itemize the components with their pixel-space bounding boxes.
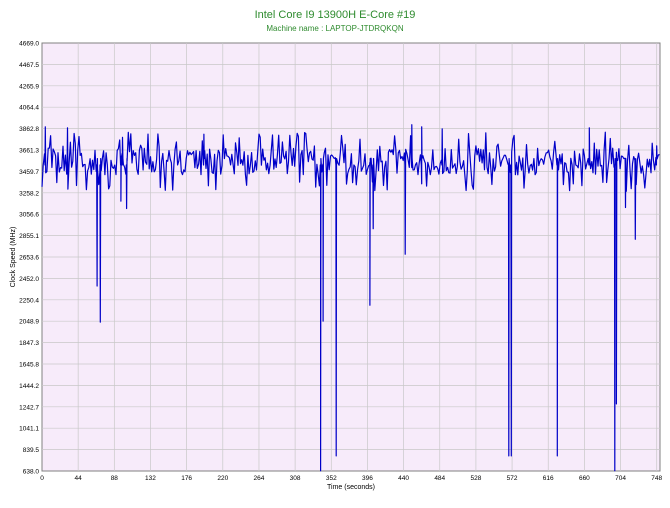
x-tick-label: 616 bbox=[543, 475, 554, 482]
y-tick-label: 4064.4 bbox=[19, 105, 39, 112]
y-tick-label: 1444.2 bbox=[19, 383, 39, 390]
y-axis-label: Clock Speed (MHz) bbox=[10, 227, 17, 288]
y-tick-label: 2855.1 bbox=[19, 233, 39, 240]
y-tick-label: 2250.4 bbox=[19, 297, 39, 304]
y-tick-label: 3862.8 bbox=[19, 126, 39, 133]
y-tick-label: 2048.9 bbox=[19, 319, 39, 326]
y-tick-label: 2653.6 bbox=[19, 254, 39, 261]
y-tick-label: 4669.0 bbox=[19, 41, 39, 48]
y-tick-label: 3661.3 bbox=[19, 147, 39, 154]
y-tick-label: 3056.6 bbox=[19, 212, 39, 219]
x-tick-label: 0 bbox=[40, 475, 44, 482]
y-tick-label: 4467.5 bbox=[19, 62, 39, 69]
y-tick-label: 1242.7 bbox=[19, 404, 39, 411]
chart-title: Intel Core I9 13900H E-Core #19 bbox=[255, 9, 416, 21]
x-tick-label: 660 bbox=[579, 475, 590, 482]
y-axis-ticks: 638.0 839.5 1041.1 1242.7 1444.2 1645.8 1847.3… bbox=[19, 41, 39, 476]
grid bbox=[42, 43, 660, 471]
y-tick-label: 638.0 bbox=[23, 469, 40, 476]
y-tick-label: 3459.7 bbox=[19, 169, 39, 176]
x-tick-label: 176 bbox=[181, 475, 192, 482]
x-tick-label: 396 bbox=[362, 475, 373, 482]
y-tick-label: 1041.1 bbox=[19, 426, 39, 433]
series-line bbox=[41, 124, 660, 472]
x-tick-label: 528 bbox=[470, 475, 481, 482]
y-tick-label: 2452.0 bbox=[19, 276, 39, 283]
y-tick-label: 1847.3 bbox=[19, 340, 39, 347]
x-tick-label: 132 bbox=[145, 475, 156, 482]
y-tick-label: 1645.8 bbox=[19, 361, 39, 368]
x-axis-label: Time (seconds) bbox=[327, 484, 375, 491]
y-tick-label: 3258.2 bbox=[19, 190, 39, 197]
x-tick-label: 704 bbox=[615, 475, 626, 482]
x-tick-label: 220 bbox=[217, 475, 228, 482]
x-tick-label: 572 bbox=[507, 475, 518, 482]
x-tick-label: 484 bbox=[434, 475, 445, 482]
y-tick-label: 839.5 bbox=[23, 447, 40, 454]
x-tick-label: 748 bbox=[651, 475, 662, 482]
y-tick-label: 4265.9 bbox=[19, 83, 39, 90]
x-tick-label: 308 bbox=[290, 475, 301, 482]
x-tick-label: 264 bbox=[254, 475, 265, 482]
x-tick-label: 88 bbox=[111, 475, 119, 482]
x-axis-ticks: 0 44 88 132 176 220 264 308 352 396 440 484 528 572 61… bbox=[40, 475, 662, 482]
x-tick-label: 352 bbox=[326, 475, 337, 482]
x-tick-label: 440 bbox=[398, 475, 409, 482]
chart-subtitle: Machine name : LAPTOP-JTDRQKQN bbox=[266, 24, 403, 33]
x-tick-label: 44 bbox=[75, 475, 83, 482]
